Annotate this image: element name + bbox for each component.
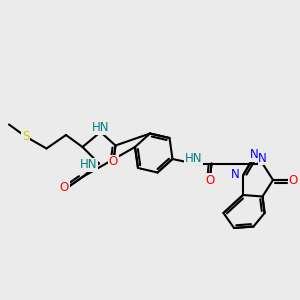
Text: N: N: [231, 167, 239, 181]
Text: HN: HN: [185, 152, 202, 165]
Text: O: O: [206, 173, 214, 187]
Text: HN: HN: [92, 121, 109, 134]
Text: S: S: [22, 130, 29, 143]
Text: O: O: [109, 155, 118, 169]
Text: O: O: [60, 181, 69, 194]
Text: HN: HN: [80, 158, 98, 172]
Text: N: N: [250, 148, 259, 161]
Text: O: O: [289, 173, 298, 187]
Text: N: N: [258, 152, 267, 165]
